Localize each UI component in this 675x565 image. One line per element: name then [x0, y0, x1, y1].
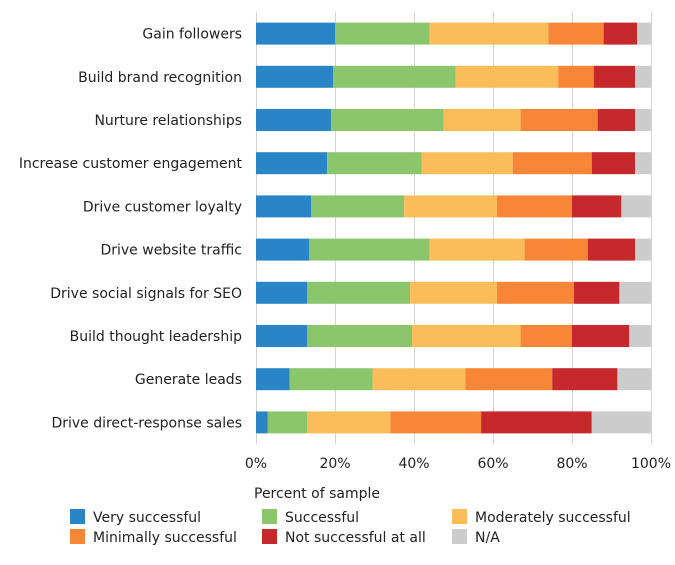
category-label: Gain followers — [142, 27, 242, 43]
x-tick-label: 80% — [556, 456, 587, 472]
bar-segment — [335, 22, 430, 45]
legend-label: Minimally successful — [93, 530, 237, 546]
x-axis-title: Percent of sample — [254, 486, 380, 502]
bar-segment — [443, 109, 521, 131]
bar-segment — [256, 65, 334, 88]
bar-segment — [573, 281, 620, 304]
bar-segment — [256, 238, 310, 261]
legend-swatch — [70, 509, 85, 524]
bar-segment — [256, 22, 335, 45]
legend-swatch — [262, 509, 277, 524]
bar-segment — [635, 109, 651, 131]
bar-segment — [256, 411, 268, 434]
bar-segment — [404, 195, 497, 218]
bar-segment — [593, 65, 636, 88]
bar-segment — [412, 325, 521, 347]
category-label: Build thought leadership — [70, 329, 242, 345]
bar-segment — [520, 325, 572, 347]
legend-label: Very successful — [93, 510, 201, 526]
bar-segment — [455, 65, 559, 88]
bar-segment — [520, 109, 598, 131]
category-label: Nurture relationships — [94, 113, 242, 129]
category-label: Generate leads — [135, 372, 242, 388]
bar-segment — [496, 281, 574, 304]
bar-segment — [635, 65, 651, 88]
bar-segment — [597, 109, 636, 131]
category-label: Build brand recognition — [78, 70, 242, 86]
bar-segment — [635, 238, 651, 261]
x-tick-labels: 0% 20% 40% 60% 80% 100% — [245, 456, 671, 472]
category-label: Drive direct-response sales — [51, 415, 242, 431]
bar-segment — [307, 325, 413, 347]
bar-segment — [591, 411, 651, 434]
bars — [256, 22, 651, 434]
bar-segment — [429, 238, 525, 261]
bar-segment — [621, 195, 651, 218]
bar-segment — [311, 195, 405, 218]
bar-segment — [587, 238, 636, 261]
bar-segment — [481, 411, 592, 434]
bar-segment — [410, 281, 497, 304]
legend-swatch — [452, 529, 467, 544]
bar-segment — [421, 152, 513, 175]
bar-segment — [619, 281, 651, 304]
legend-swatch — [70, 529, 85, 544]
bar-segment — [591, 152, 636, 175]
bar-segment — [256, 195, 312, 218]
bar-segment — [289, 368, 373, 391]
bar-segment — [309, 238, 430, 261]
x-tick-label: 100% — [631, 456, 671, 472]
legend-label: Successful — [285, 510, 359, 526]
bar-segment — [267, 411, 308, 434]
bar-segment — [552, 368, 618, 391]
category-label: Increase customer engagement — [19, 156, 243, 172]
x-tick-label: 20% — [319, 456, 350, 472]
bar-segment — [331, 109, 444, 131]
bar-segment — [307, 281, 411, 304]
bar-segment — [558, 65, 594, 88]
bar-segment — [307, 411, 391, 434]
legend-label: Not successful at all — [285, 530, 426, 546]
legend: Very successful Successful Moderately succ… — [70, 509, 631, 546]
bar-segment — [372, 368, 466, 391]
x-tick-label: 40% — [398, 456, 429, 472]
category-label: Drive customer loyalty — [83, 199, 242, 215]
bar-segment — [603, 22, 638, 45]
bar-segment — [512, 152, 592, 175]
bar-segment — [629, 325, 651, 347]
category-labels: Gain followers Build brand recognition Nur… — [19, 27, 243, 432]
bar-segment — [465, 368, 553, 391]
bar-segment — [617, 368, 651, 391]
legend-swatch — [262, 529, 277, 544]
bar-segment — [524, 238, 588, 261]
bar-segment — [496, 195, 572, 218]
bar-segment — [256, 281, 308, 304]
bar-segment — [548, 22, 604, 45]
bar-segment — [256, 325, 308, 347]
bar-segment — [256, 152, 328, 175]
category-label: Drive social signals for SEO — [50, 286, 242, 302]
bar-segment — [390, 411, 482, 434]
bar-segment — [637, 22, 651, 45]
legend-label: N/A — [475, 530, 500, 546]
bar-segment — [327, 152, 422, 175]
x-tick-label: 0% — [245, 456, 267, 472]
bar-segment — [572, 195, 622, 218]
bar-segment — [429, 22, 549, 45]
bar-segment — [333, 65, 456, 88]
legend-label: Moderately successful — [475, 510, 631, 526]
bar-segment — [572, 325, 630, 347]
x-tick-label: 60% — [477, 456, 508, 472]
bar-segment — [256, 368, 290, 391]
bar-segment — [256, 109, 332, 131]
bar-segment — [635, 152, 651, 175]
category-label: Drive website traffic — [100, 243, 242, 259]
legend-swatch — [452, 509, 467, 524]
